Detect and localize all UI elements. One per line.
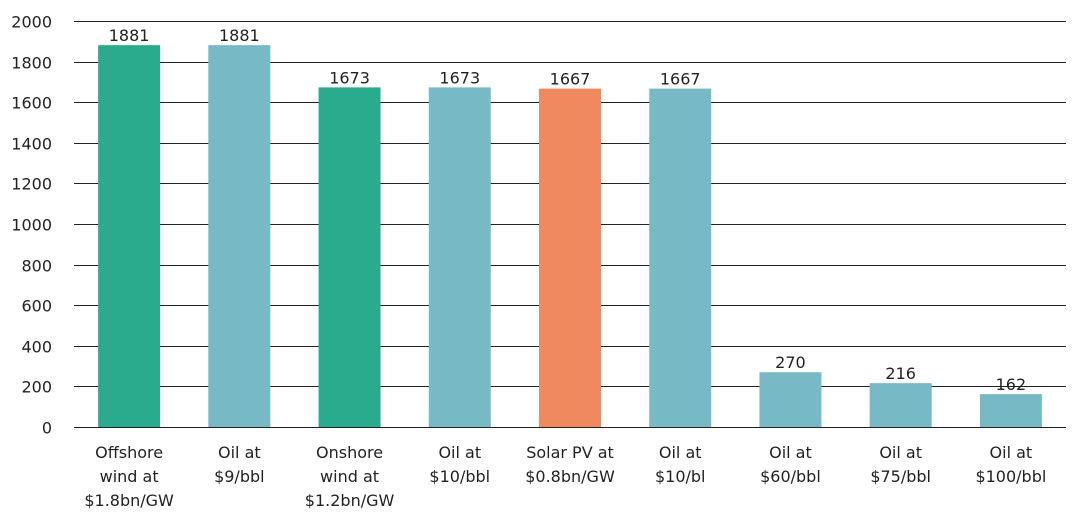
y-tick-label: 0 — [42, 419, 52, 438]
data-label: 1667 — [550, 70, 591, 89]
x-tick-label-line: $10/bl — [655, 467, 706, 486]
x-tick-label: Offshore wind at $1.8bn/GW — [84, 443, 174, 510]
x-tick-label-line: Onshore — [316, 443, 383, 462]
x-tick-label-line: Oil at — [438, 443, 481, 462]
bar — [98, 45, 161, 427]
data-label: 1667 — [660, 70, 701, 89]
bars — [98, 45, 1042, 428]
x-tick-label: Oil at $60/bbl — [760, 443, 821, 486]
bar — [428, 87, 491, 428]
x-tick-label-line: $60/bbl — [760, 467, 821, 486]
x-tick-label-line: Oil at — [990, 443, 1033, 462]
x-tick-label-line: $10/bbl — [429, 467, 490, 486]
data-label: 162 — [996, 375, 1027, 394]
x-tick-label-line: $0.8bn/GW — [525, 467, 615, 486]
y-tick-label: 800 — [21, 257, 52, 276]
y-tick-label: 2000 — [11, 13, 52, 32]
x-tick-label-line: Oil at — [218, 443, 261, 462]
y-tick-label: 600 — [21, 297, 52, 316]
data-label: 1881 — [219, 26, 260, 45]
x-tick-label: Solar PV at $0.8bn/GW — [525, 443, 615, 486]
x-tick-label-line: Solar PV at — [526, 443, 614, 462]
x-tick-label: Oil at $10/bbl — [429, 443, 490, 486]
y-tick-label: 400 — [21, 338, 52, 357]
x-tick-label: Oil at $10/bl — [655, 443, 706, 486]
x-tick-label-line: $100/bbl — [975, 467, 1046, 486]
x-tick-label: Onshore wind at $1.2bn/GW — [305, 443, 395, 510]
data-label: 270 — [775, 353, 806, 372]
y-axis-ticks: 0 200 400 600 800 1000 1200 1400 1600 1800 2000 — [11, 13, 52, 438]
x-tick-label: Oil at $100/bbl — [975, 443, 1046, 486]
y-tick-label: 200 — [21, 378, 52, 397]
x-tick-label-line: Offshore — [95, 443, 163, 462]
x-tick-label-line: $9/bbl — [214, 467, 265, 486]
data-labels: 1881 1881 1673 1673 1667 1667 270 216 162 — [109, 26, 1026, 394]
y-tick-label: 1000 — [11, 216, 52, 235]
x-tick-label-line: $1.8bn/GW — [84, 491, 174, 510]
x-tick-label-line: $1.2bn/GW — [305, 491, 395, 510]
bar — [318, 87, 381, 428]
x-tick-label-line: Oil at — [659, 443, 702, 462]
x-tick-label: Oil at $9/bbl — [214, 443, 265, 486]
y-tick-label: 1400 — [11, 135, 52, 154]
bar — [649, 88, 712, 427]
x-tick-label-line: wind at — [320, 467, 379, 486]
bar — [979, 394, 1042, 427]
data-label: 1673 — [439, 68, 480, 87]
data-label: 1673 — [329, 68, 370, 87]
y-tick-label: 1800 — [11, 54, 52, 73]
x-axis-ticks: Offshore wind at $1.8bn/GW Oil at $9/bbl Onsh… — [84, 443, 1046, 510]
data-label: 1881 — [109, 26, 150, 45]
bar — [869, 383, 932, 427]
bar — [539, 88, 601, 427]
bar — [759, 372, 822, 427]
bar — [208, 45, 271, 427]
y-tick-label: 1200 — [11, 175, 52, 194]
x-tick-label-line: wind at — [100, 467, 159, 486]
y-tick-label: 1600 — [11, 94, 52, 113]
x-tick-label: Oil at $75/bbl — [870, 443, 931, 486]
x-tick-label-line: Oil at — [879, 443, 922, 462]
x-tick-label-line: Oil at — [769, 443, 812, 462]
x-tick-label-line: $75/bbl — [870, 467, 931, 486]
data-label: 216 — [885, 364, 916, 383]
